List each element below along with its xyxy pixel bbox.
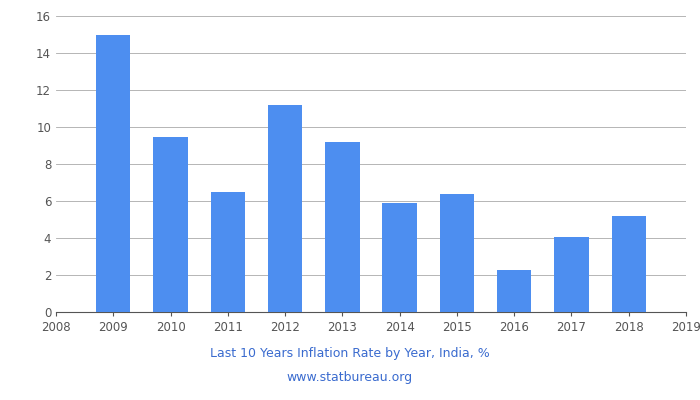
Text: www.statbureau.org: www.statbureau.org xyxy=(287,372,413,384)
Bar xyxy=(326,142,360,312)
Bar xyxy=(440,194,474,312)
Bar xyxy=(612,216,646,312)
Bar xyxy=(211,192,245,312)
Bar xyxy=(497,270,531,312)
Bar xyxy=(96,35,130,312)
Bar xyxy=(554,237,589,312)
Bar xyxy=(153,137,188,312)
Text: Last 10 Years Inflation Rate by Year, India, %: Last 10 Years Inflation Rate by Year, In… xyxy=(210,348,490,360)
Bar xyxy=(268,105,302,312)
Bar xyxy=(382,203,416,312)
